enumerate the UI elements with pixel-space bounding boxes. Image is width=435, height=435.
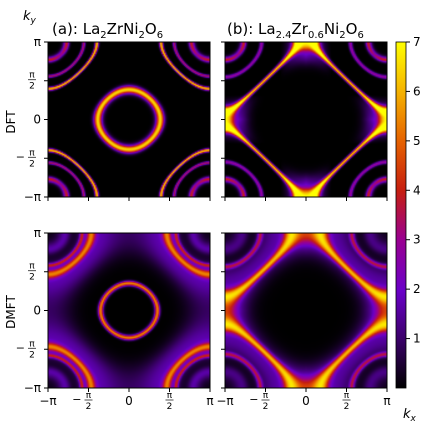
tick-label-num: π [263,391,269,401]
heatmap-image [48,233,210,388]
y-axis-label: ky [23,9,37,26]
y-tick-label: π [34,35,41,49]
x-tick-label: π [383,394,390,408]
heatmap-panel-c [47,232,211,389]
x-tick-label: −π [216,394,233,408]
tick-label-num: π [29,262,35,272]
tick-label-den: 2 [29,350,35,360]
colorbar-tick-label: 5 [413,134,421,148]
panel-title-a: (a): La2ZrNi2O6 [52,20,163,41]
x-tick-label: 0 [125,394,133,408]
tick-label-den: 2 [86,402,92,412]
tick-label-den: 2 [344,402,350,412]
colorbar-tick-label: 3 [413,233,421,247]
row-label-dft: DFT [4,110,18,134]
tick-label-num: π [29,71,35,81]
y-tick-label: 0 [33,304,41,318]
tick-label-num: π [29,148,35,158]
tick-label-sign: − [16,150,25,163]
heatmap-panel-a [47,41,211,198]
heatmap-panel-d [224,232,388,389]
colorbar-tick-label: 7 [413,35,421,49]
colorbar [395,41,407,389]
tick-label-num: π [86,391,92,401]
y-tick-label: −π [24,381,41,395]
x-tick-label: 0 [302,394,310,408]
tick-label-num: π [344,391,350,401]
y-tick-label: 0 [33,113,41,127]
tick-label-num: π [29,339,35,349]
tick-label-den: 2 [167,402,173,412]
x-tick-label: −π [39,394,56,408]
tick-label-den: 2 [29,273,35,283]
panel-title-b: (b): La2.4Zr0.6Ni2O6 [227,20,364,41]
tick-label-sign: − [72,393,81,406]
tick-label-den: 2 [29,82,35,92]
tick-label-num: π [167,391,173,401]
tick-label-sign: − [16,341,25,354]
y-tick-label: π [34,226,41,240]
colorbar-tick-label: 1 [413,332,421,346]
tick-label-den: 2 [29,159,35,169]
heatmap-image [225,233,387,388]
colorbar-tick-label: 6 [413,84,421,98]
colorbar-tick-label: 2 [413,282,421,296]
x-tick-label: π [206,394,213,408]
heatmap-image [48,42,210,197]
heatmap-image [225,42,387,197]
x-axis-label: kx [403,407,417,424]
tick-label-den: 2 [263,402,269,412]
y-tick-label: −π [24,190,41,204]
row-label-dmft: DMFT [4,295,18,329]
colorbar-ticks: 1 2 3 4 5 6 7 [406,35,421,346]
heatmap-panel-b [224,41,388,198]
tick-label-sign: − [249,393,258,406]
colorbar-tick-label: 4 [413,183,421,197]
